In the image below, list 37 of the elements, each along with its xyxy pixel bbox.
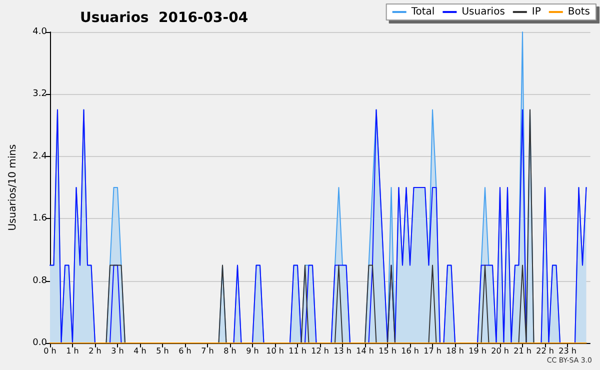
x-tick-label: 18 h xyxy=(446,346,464,356)
x-tick-label: 15 h xyxy=(378,346,396,356)
x-tick-label: 19 h xyxy=(468,346,486,356)
legend-label: Usuarios xyxy=(462,6,505,18)
x-tick-label: 20 h xyxy=(491,346,509,356)
x-tick-label: 13 h xyxy=(334,346,352,356)
x-tick-label: 10 h xyxy=(266,346,284,356)
x-tick-label: 12 h xyxy=(311,346,329,356)
y-tick-label: 0.0 xyxy=(32,338,48,348)
x-tick-label: 7 h xyxy=(201,346,214,356)
x-tick-label: 0 h xyxy=(44,346,56,356)
chart-title: Usuarios 2016-03-04 xyxy=(80,10,248,26)
x-tick-label: 5 h xyxy=(156,346,169,356)
legend-label: IP xyxy=(532,6,541,18)
x-tick-label: 14 h xyxy=(356,346,374,356)
x-tick-label: 11 h xyxy=(288,346,306,356)
x-tick-label: 2 h xyxy=(88,346,102,356)
y-tick-label: 3.2 xyxy=(32,89,47,100)
x-tick-label: 6 h xyxy=(178,346,192,356)
x-tick-label: 21 h xyxy=(514,346,532,356)
x-tick-label: 8 h xyxy=(224,346,236,356)
x-tick-label: 17 h xyxy=(424,346,442,356)
x-tick-label: 4 h xyxy=(134,346,146,356)
x-tick-label: 1 h xyxy=(66,346,79,356)
x-tick-label: 9 h xyxy=(246,346,259,356)
x-tick-label: 3 h xyxy=(111,346,124,356)
legend-label: Total xyxy=(410,6,435,18)
y-tick-label: 0.8 xyxy=(32,276,48,286)
legend-label: Bots xyxy=(568,6,590,18)
x-tick-label: 16 h xyxy=(401,346,419,356)
x-tick-label: 22 h xyxy=(536,346,554,356)
y-axis-title: Usuarios/10 mins xyxy=(8,144,18,231)
y-tick-label: 2.4 xyxy=(32,151,48,162)
y-tick-label: 4.0 xyxy=(32,27,48,37)
x-tick-label: 23 h xyxy=(558,346,576,356)
line-series xyxy=(50,109,587,344)
y-tick-label: 1.6 xyxy=(32,214,48,224)
